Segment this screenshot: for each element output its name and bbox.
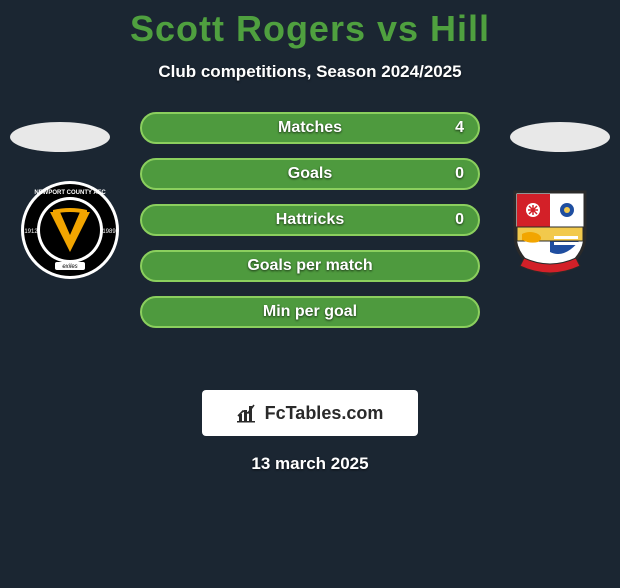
brand-text: FcTables.com [265,403,384,424]
bar-chart-icon [237,402,259,424]
stat-bar-goals-per-match: Goals per match [140,250,480,282]
brand-attribution: FcTables.com [202,390,418,436]
snapshot-date: 13 march 2025 [0,454,620,474]
stat-bar-min-per-goal: Min per goal [140,296,480,328]
right-team-crest [500,180,600,280]
left-base-disc [10,122,110,152]
newport-county-crest-icon: NEWPORT COUNTY AFC 1912 1989 exiles [20,180,120,280]
left-team-crest: NEWPORT COUNTY AFC 1912 1989 exiles [20,180,120,280]
opponent-crest-icon [500,180,600,280]
svg-text:NEWPORT COUNTY AFC: NEWPORT COUNTY AFC [34,190,106,196]
svg-text:1912: 1912 [24,229,38,235]
stat-bar-value: 4 [455,119,464,137]
svg-text:exiles: exiles [62,264,77,270]
stat-bar-label: Matches [278,119,342,137]
stat-bar-label: Goals [288,165,332,183]
stat-bar-goals: Goals 0 [140,158,480,190]
comparison-stage: NEWPORT COUNTY AFC 1912 1989 exiles [0,112,620,372]
right-base-disc [510,122,610,152]
stat-bar-value: 0 [455,211,464,229]
stat-bar-label: Min per goal [263,303,357,321]
stat-bar-label: Goals per match [247,257,372,275]
stat-bar-hattricks: Hattricks 0 [140,204,480,236]
stat-bar-matches: Matches 4 [140,112,480,144]
svg-text:1989: 1989 [102,229,116,235]
stat-bars: Matches 4 Goals 0 Hattricks 0 Goals per match M… [140,112,480,342]
stat-bar-value: 0 [455,165,464,183]
season-subtitle: Club competitions, Season 2024/2025 [0,62,620,82]
comparison-title: Scott Rogers vs Hill [0,8,620,50]
stat-bar-label: Hattricks [276,211,344,229]
